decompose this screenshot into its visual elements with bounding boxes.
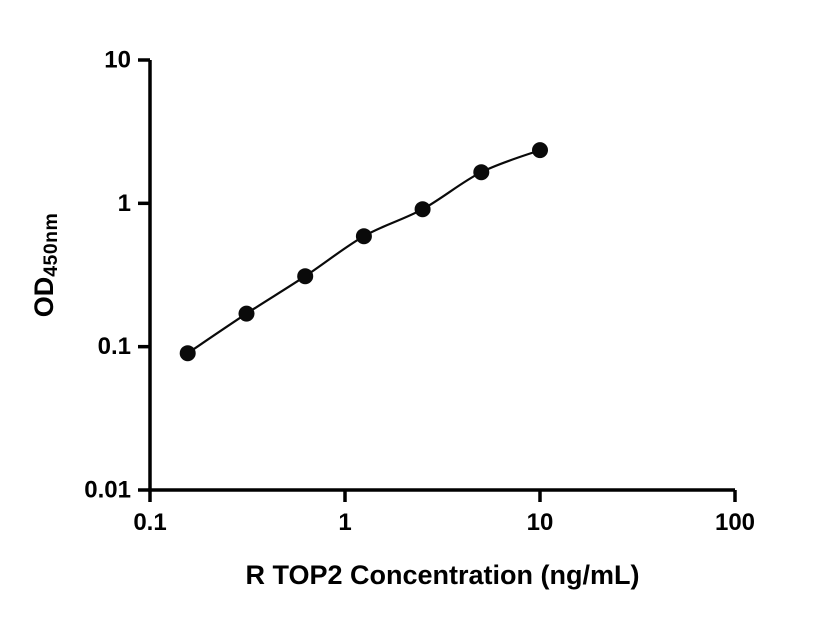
y-tick-label: 1 <box>118 190 131 217</box>
data-point <box>414 201 431 218</box>
y-tick-label: 10 <box>104 47 131 74</box>
y-tick-label: 0.1 <box>98 333 131 360</box>
data-point <box>179 345 196 362</box>
y-tick-label: 0.01 <box>84 477 131 504</box>
data-point <box>355 228 372 245</box>
curve-line <box>187 149 541 355</box>
data-point <box>238 305 255 322</box>
data-point <box>473 164 490 181</box>
x-tick-label: 0.1 <box>133 509 166 536</box>
data-point <box>532 142 548 159</box>
x-tick-label: 100 <box>715 509 755 536</box>
x-axis-title: R TOP2 Concentration (ng/mL) <box>245 560 640 590</box>
y-axis-title: OD450nm <box>29 213 63 318</box>
y-axis-title-main: OD <box>28 276 59 318</box>
data-point <box>297 268 314 285</box>
x-tick-label: 1 <box>338 509 351 536</box>
y-axis-title-subscript: 450nm <box>40 212 63 277</box>
x-tick-label: 10 <box>527 509 554 536</box>
